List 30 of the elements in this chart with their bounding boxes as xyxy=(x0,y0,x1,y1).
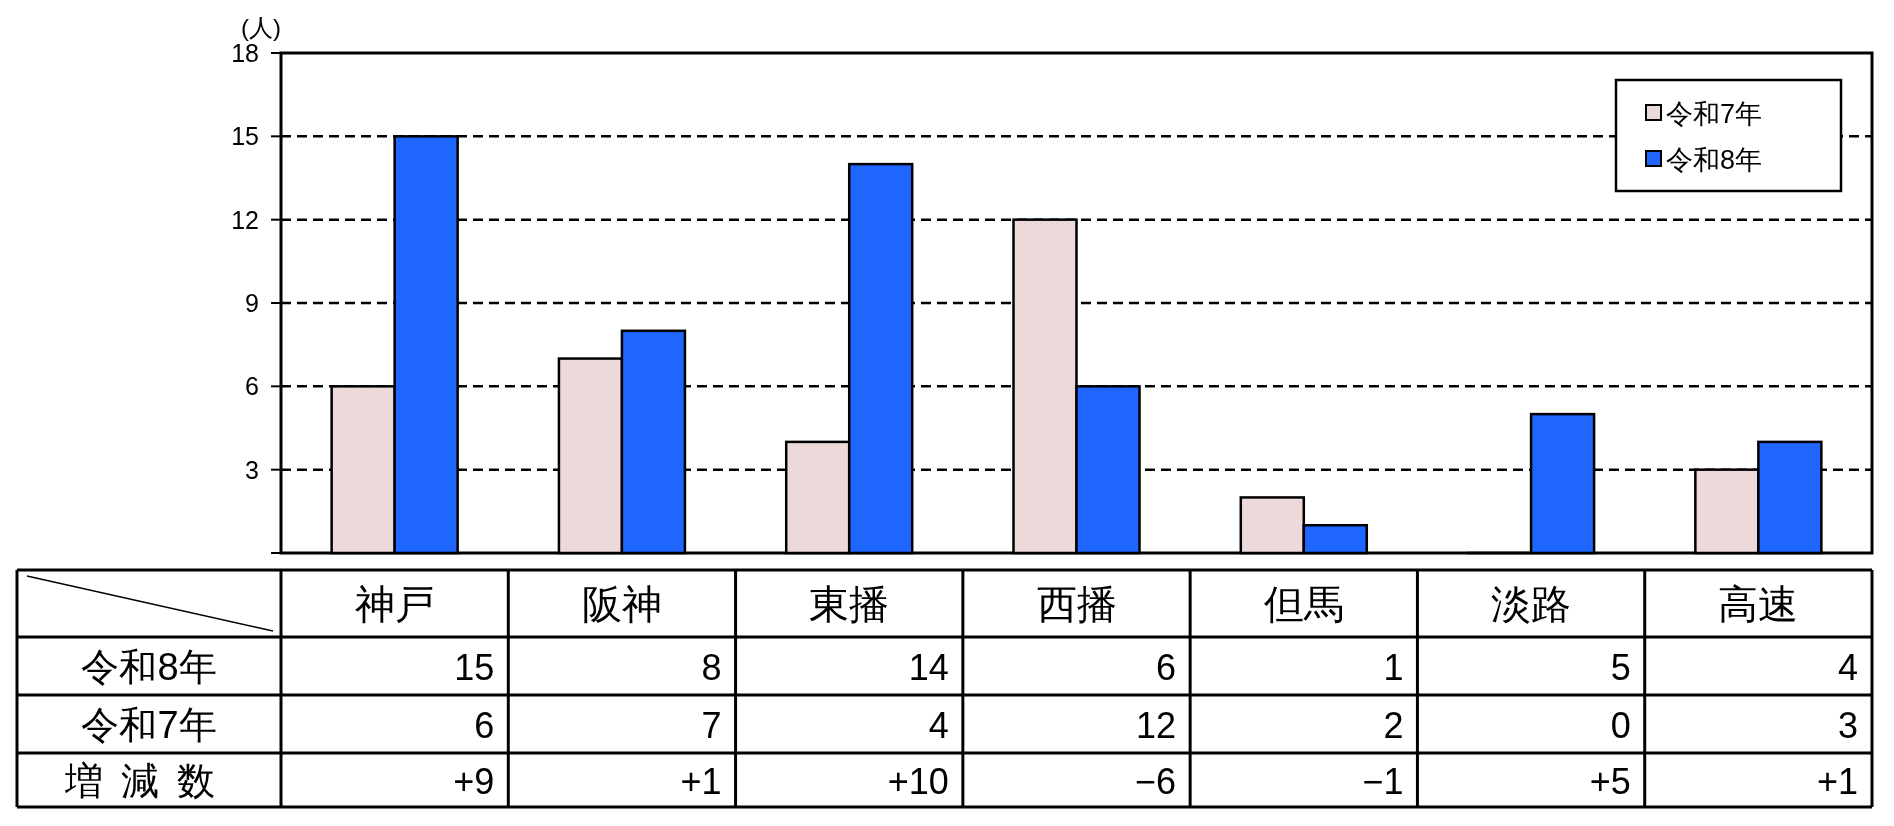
data-label: 7 xyxy=(701,705,722,746)
data-label: 3 xyxy=(1837,705,1858,746)
x-tick-label: 西播 xyxy=(1036,581,1117,626)
legend-label: 令和8年 xyxy=(1666,145,1763,175)
y-tick-label: 12 xyxy=(231,205,259,234)
data-label: 1 xyxy=(1383,647,1404,688)
x-tick-label: 淡路 xyxy=(1491,581,1572,626)
x-tick-label: 神戸 xyxy=(354,581,435,626)
x-tick-label: 東播 xyxy=(809,581,890,626)
data-label: 2 xyxy=(1383,705,1404,746)
y-tick-label: 3 xyxy=(245,455,259,484)
x-tick-label: 高速 xyxy=(1718,581,1799,626)
data-label: 5 xyxy=(1610,647,1631,688)
data-label: 8 xyxy=(701,647,722,688)
y-tick-label: 15 xyxy=(231,122,259,151)
data-label: 14 xyxy=(908,647,949,688)
data-table: 神戸 阪神 東播 西播 但馬 淡路 高速 令和8年 15 8 14 6 1 5 4 令和7年 6 7 4 12 2 0 3 増減数 +9 +1 +10 −6 −1 +5 +1 xyxy=(15,568,1874,809)
x-tick-label: 阪神 xyxy=(581,581,662,626)
data-label: 4 xyxy=(928,705,949,746)
y-tick-label: 9 xyxy=(245,289,259,317)
data-label: 6 xyxy=(474,705,495,746)
data-label: 4 xyxy=(1837,647,1858,688)
data-label: 6 xyxy=(1156,647,1177,688)
legend-label: 令和7年 xyxy=(1666,99,1763,129)
data-label: 12 xyxy=(1136,705,1177,746)
y-tick-label: 6 xyxy=(245,372,259,401)
data-label: 0 xyxy=(1610,705,1631,746)
data-label: 15 xyxy=(454,647,495,688)
x-tick-label: 但馬 xyxy=(1263,581,1344,626)
y-axis-title: (人) xyxy=(241,14,281,41)
